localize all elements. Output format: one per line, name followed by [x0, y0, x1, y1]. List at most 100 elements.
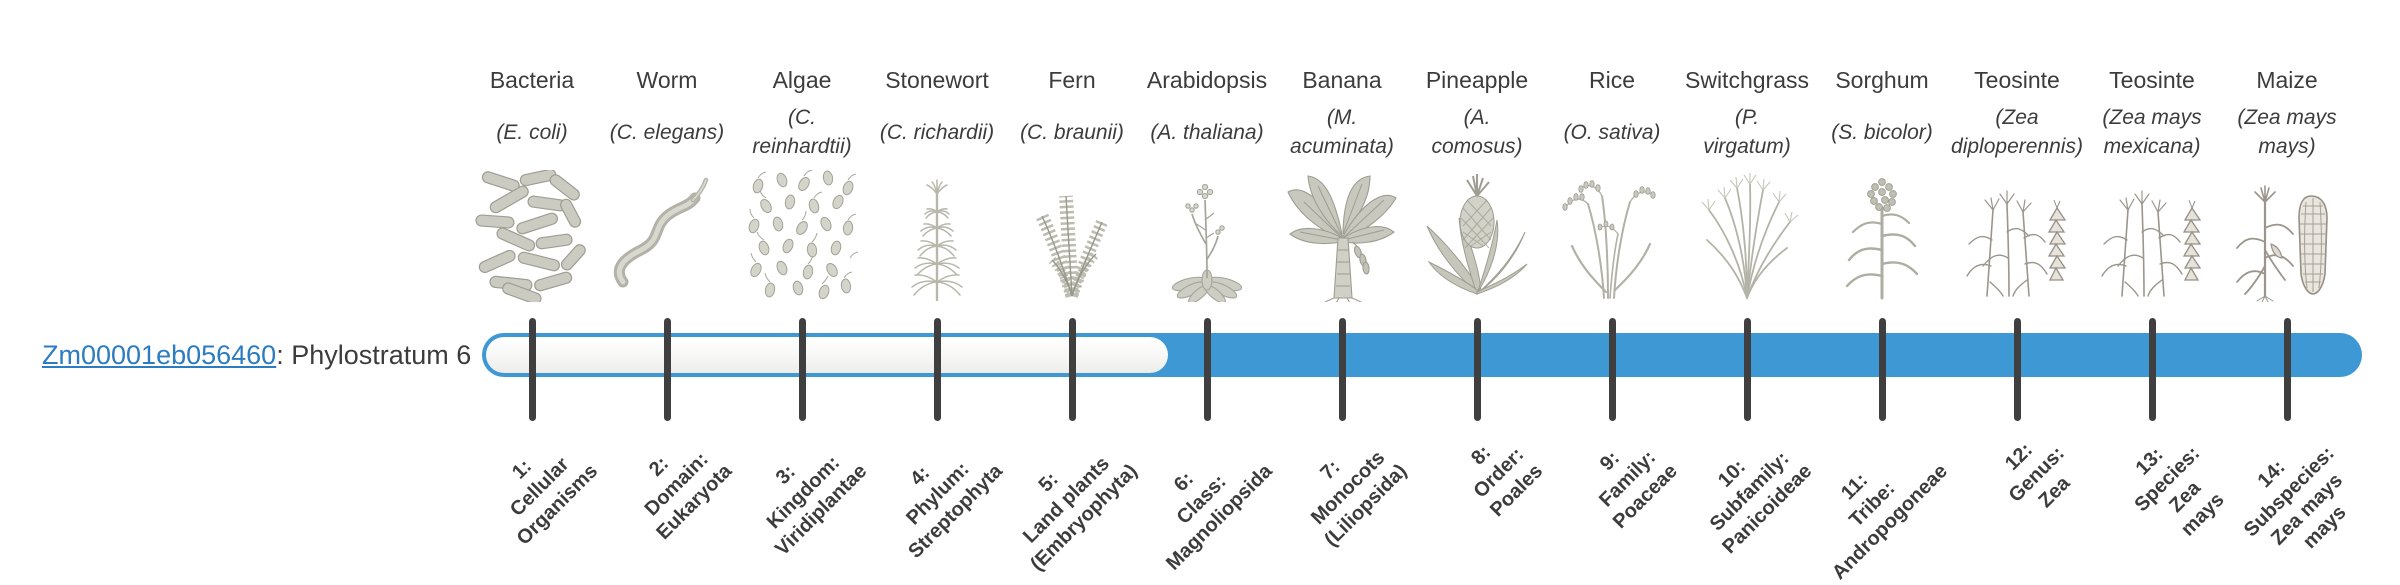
phylostratum-bar — [482, 333, 2362, 377]
organism-species: (A. comosus) — [1431, 106, 1523, 158]
organism-name: Teosinte — [1974, 67, 2060, 93]
organism-column: Worm (C. elegans) 2: Domain: Eukaryota — [600, 0, 737, 580]
tick-mark — [2283, 318, 2291, 421]
stratum-label: 2: Domain: Eukaryota — [640, 448, 737, 545]
organism-species: (Zea mays mexicana) — [2102, 106, 2202, 158]
teosinte-icon — [1956, 170, 2078, 302]
gene-link[interactable]: Zm00001eb056460 — [42, 340, 277, 370]
organism-name: Sorghum — [1835, 67, 1929, 93]
maize-icon — [2226, 170, 2348, 302]
organism-column: Maize (Zea mays mays) 14: Subspecies: Ze… — [2220, 0, 2355, 580]
organism-icon-wrap — [870, 168, 1005, 302]
tick-mark — [2013, 318, 2021, 421]
organism-icon-wrap — [1005, 168, 1140, 302]
tick-mark — [2148, 318, 2156, 421]
organism-species: (O. sativa) — [1563, 120, 1661, 144]
tick-mark — [1068, 318, 1076, 421]
organism-icon-wrap — [1140, 168, 1275, 302]
organism-species: (S. bicolor) — [1831, 120, 1933, 144]
organism-species: (C. elegans) — [609, 120, 725, 144]
organism-species: (C. reinhardtii) — [752, 106, 852, 158]
stratum-label: 10: Subfamily: Panicoideae — [1705, 447, 1817, 559]
organism-icon-wrap — [2085, 168, 2220, 302]
organism-column: Banana (M. acuminata) 7: Monocots (Lilio… — [1275, 0, 1412, 580]
gene-row: Zm00001eb056460: Phylostratum 6 — [42, 340, 471, 371]
pineapple-icon — [1416, 170, 1538, 302]
organism-species: (C. braunii) — [1020, 120, 1124, 144]
organism-species: (M. acuminata) — [1290, 106, 1394, 158]
tick-mark — [933, 318, 941, 421]
organism-name: Teosinte — [2109, 67, 2195, 93]
stratum-label: 9: Family: Poaceae — [1594, 446, 1682, 534]
stratum-label: 3: Kingdom: Viridiplantae — [763, 451, 872, 561]
worm-icon — [606, 170, 728, 302]
organism-icon-wrap — [1815, 168, 1950, 302]
tick-mark — [1338, 318, 1346, 421]
organism-species: (A. thaliana) — [1150, 120, 1264, 144]
organism-icon-wrap — [1950, 168, 2085, 302]
stratum-label: 1: Cellular Organisms — [505, 453, 602, 550]
organism-name: Rice — [1588, 67, 1635, 93]
tick-mark — [1608, 318, 1616, 421]
organism-column: Teosinte (Zea mays mexicana) 13: Species… — [2085, 0, 2228, 580]
algae-icon — [741, 170, 863, 302]
organism-name: Fern — [1048, 67, 1096, 93]
organism-icon-wrap — [1275, 168, 1410, 302]
organism-species: (C. richardii) — [879, 120, 995, 144]
stratum-label: 5: Land plants (Embryophyta) — [1018, 452, 1142, 576]
organism-column: Bacteria (E. coli) 1: Cellular Organisms — [465, 0, 602, 580]
stratum-label: 8: Order: Poales — [1466, 441, 1547, 522]
organism-column: Fern (C. braunii) 5: Land plants (Embryo… — [1005, 0, 1142, 580]
organism-column: Stonewort (C. richardii) 4: Phylum: Stre… — [870, 0, 1007, 580]
tick-mark — [528, 318, 536, 421]
organism-column: Sorghum (S. bicolor) 11: Tribe: Andropog… — [1815, 0, 1952, 584]
fern-icon — [1011, 170, 1133, 302]
organism-icon-wrap — [600, 168, 735, 302]
stratum-label: 14: Subspecies: Zea mays mays — [2240, 442, 2351, 554]
organism-icon-wrap — [1410, 168, 1545, 302]
organism-name: Algae — [772, 67, 832, 93]
organism-name: Switchgrass — [1685, 67, 1809, 93]
stonewort-icon — [876, 170, 998, 302]
tick-mark — [663, 318, 671, 421]
stratum-label: 7: Monocots (Liliopsida) — [1307, 446, 1412, 552]
arabidopsis-icon — [1146, 170, 1268, 302]
organism-icon-wrap — [1545, 168, 1680, 302]
bacteria-icon — [471, 170, 593, 302]
organism-column: Teosinte (Zea diploperennis) 12: Genus: … — [1950, 0, 2085, 580]
gene-phylostratum-label: : Phylostratum 6 — [276, 340, 472, 370]
stratum-label: 11: Tribe: Andropogoneae — [1827, 460, 1952, 585]
organism-icon-wrap — [2220, 168, 2355, 302]
organism-name: Pineapple — [1425, 67, 1529, 93]
organism-icon-wrap — [735, 168, 870, 302]
tick-mark — [1473, 318, 1481, 421]
teosinte-icon — [2091, 170, 2213, 302]
tick-mark — [1878, 318, 1886, 421]
tick-mark — [1743, 318, 1751, 421]
organism-name: Stonewort — [885, 67, 989, 93]
switchgrass-icon — [1686, 170, 1808, 302]
organism-name: Arabidopsis — [1146, 67, 1268, 93]
organism-species: (Zea diploperennis) — [1951, 106, 2083, 158]
organism-icon-wrap — [465, 168, 600, 302]
organism-species: (P. virgatum) — [1703, 106, 1791, 158]
stratum-label: 12: Genus: Zea — [2001, 438, 2075, 513]
bar-unfilled-segment — [486, 337, 1168, 373]
bar-filled-segment — [1168, 337, 2358, 373]
organism-column: Algae (C. reinhardtii) 3: Kingdom: Virid… — [735, 0, 872, 580]
organism-name: Banana — [1302, 67, 1382, 93]
tick-mark — [798, 318, 806, 421]
stratum-label: 6: Class: Magnoliopsida — [1162, 460, 1277, 575]
sorghum-icon — [1821, 170, 1943, 302]
organism-name: Worm — [636, 67, 698, 93]
organism-column: Switchgrass (P. virgatum) 10: Subfamily:… — [1680, 0, 1817, 580]
banana-icon — [1281, 170, 1403, 302]
organism-species: (Zea mays mays) — [2237, 106, 2337, 158]
rice-icon — [1551, 170, 1673, 302]
organism-column: Pineapple (A. comosus) 8: Order: Poales — [1410, 0, 1547, 580]
tick-mark — [1203, 318, 1211, 421]
organism-name: Bacteria — [489, 67, 575, 93]
organism-icon-wrap — [1680, 168, 1815, 302]
organism-name: Maize — [2256, 67, 2318, 93]
